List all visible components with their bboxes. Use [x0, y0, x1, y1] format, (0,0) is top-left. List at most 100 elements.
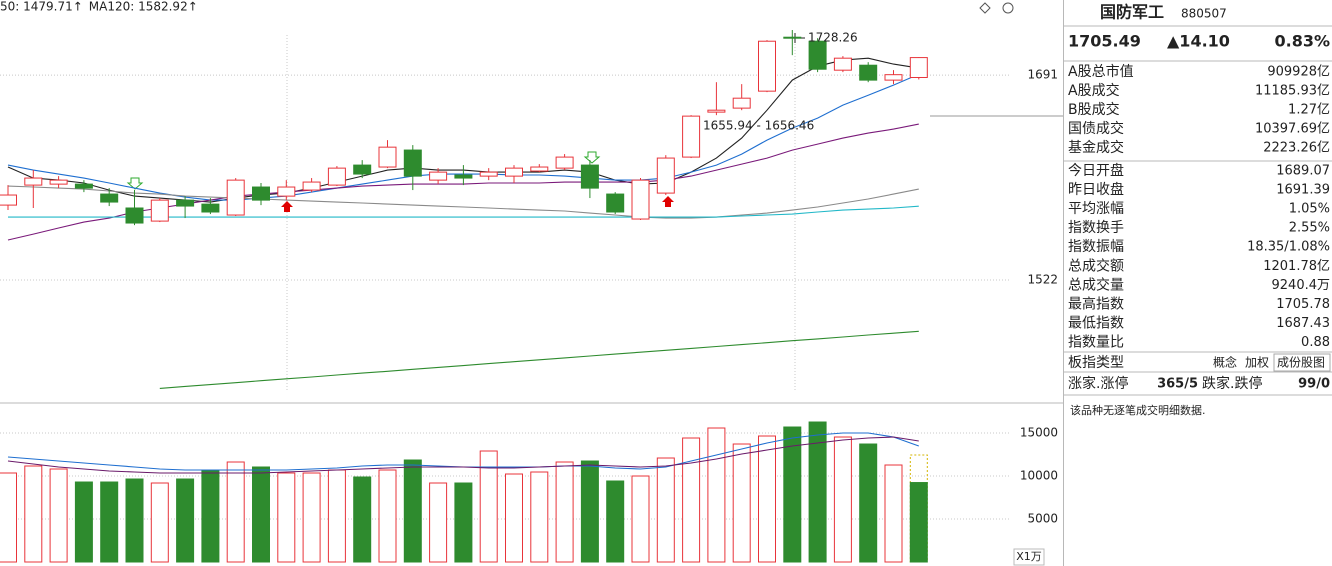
candle-body	[252, 186, 270, 201]
volume-bar	[378, 469, 397, 563]
volume-bar	[859, 443, 878, 563]
volume-bar	[707, 427, 726, 563]
row-label: 最高指数	[1068, 295, 1124, 312]
indicator-label: MA120: 1582.92	[89, 0, 188, 14]
candle-body	[302, 181, 321, 191]
row-label: 指数振幅	[1068, 239, 1124, 255]
buy-signal	[281, 201, 293, 212]
row-label: 国债成交	[1068, 120, 1124, 137]
row-label: 总成交量	[1068, 276, 1124, 293]
candle-body	[226, 179, 245, 216]
indicator-arrow: ↑	[188, 0, 198, 14]
volume-bar	[226, 461, 245, 563]
row-label: 平均涨幅	[1068, 201, 1124, 217]
volume-bar	[656, 457, 675, 563]
volume-bar	[403, 459, 422, 563]
candle-body	[0, 194, 17, 206]
row-label: 涨家.涨停	[1068, 375, 1128, 392]
volume-bar	[833, 436, 852, 563]
volume-bar	[125, 478, 144, 563]
candle-body	[24, 177, 43, 186]
row-label: A股成交	[1068, 82, 1120, 99]
ma-line	[7, 436, 919, 474]
button-frame[interactable]	[1273, 353, 1331, 372]
row-label: 跌家.跌停	[1202, 375, 1262, 392]
candle-body	[505, 167, 523, 177]
row-value: 2.55%	[1289, 221, 1330, 236]
circle-icon[interactable]	[1002, 2, 1014, 14]
candle-body	[758, 40, 776, 92]
y-tick-label: 10000	[1020, 469, 1058, 483]
row-label: 指数换手	[1068, 219, 1124, 236]
y-tick-label: 1691	[1027, 68, 1058, 82]
candle-body	[353, 164, 372, 175]
candle-body	[125, 207, 144, 224]
candle-body	[277, 186, 296, 197]
candle-body	[884, 74, 903, 81]
candle-body	[580, 164, 599, 189]
volume-bar	[505, 473, 523, 563]
y-tick-label: 5000	[1027, 512, 1058, 526]
volume-bar	[24, 465, 43, 563]
volume-bar	[606, 480, 625, 563]
note: 该品种无逐笔成交明细数据.	[1070, 403, 1206, 417]
ma-line	[7, 185, 919, 219]
volume-bar	[530, 471, 549, 563]
buy-signal	[662, 196, 674, 207]
volume-bar	[808, 421, 827, 563]
row-label: 今日开盘	[1068, 162, 1124, 179]
volume-bar	[555, 461, 574, 563]
candle-body	[606, 193, 625, 213]
annotation: 1728.26	[808, 31, 858, 45]
indicator-label: 50: 1479.71	[0, 0, 73, 14]
candle-body	[74, 183, 93, 189]
row-label: 指数量比	[1068, 334, 1124, 350]
index-name: 国防军工	[1100, 3, 1164, 22]
row-value: 18.35/1.08%	[1247, 240, 1330, 255]
volume-bar	[49, 468, 68, 563]
row-value: 365/5	[1157, 377, 1198, 392]
row-value: 1689.07	[1276, 164, 1330, 179]
volume-bar	[909, 482, 928, 563]
type-button[interactable]: 成份股图	[1277, 356, 1325, 370]
type-button[interactable]: 加权	[1245, 356, 1269, 370]
candle-body	[479, 171, 498, 177]
candle-body	[201, 203, 220, 213]
unit-label: X1万	[1016, 550, 1042, 563]
candle-body	[454, 174, 473, 179]
volume-bar	[454, 482, 473, 563]
sell-signal	[583, 151, 601, 164]
candle-body	[631, 179, 650, 220]
diamond-icon[interactable]	[979, 2, 991, 14]
y-tick-label: 15000	[1020, 426, 1058, 440]
row-value: 99/0	[1298, 377, 1330, 392]
volume-bar	[353, 476, 372, 563]
volume-bar	[150, 482, 169, 563]
row-label: 昨日收盘	[1068, 181, 1124, 198]
index-code: 880507	[1181, 7, 1227, 21]
row-value: 1201.78亿	[1263, 259, 1330, 274]
candle-body	[732, 97, 751, 109]
candle-body	[378, 146, 397, 168]
y-tick-label: 1522	[1027, 273, 1058, 287]
indicator-arrow: ↑	[73, 0, 83, 14]
row-value: 10397.69亿	[1255, 122, 1330, 137]
volume-bar	[479, 450, 498, 563]
row-value: 2223.26亿	[1263, 141, 1330, 156]
candle-body	[327, 167, 346, 186]
candle-body	[656, 157, 675, 194]
row-label: A股总市值	[1068, 63, 1134, 80]
row-value: 1.05%	[1289, 202, 1330, 217]
price-change-pct: 0.83%	[1274, 32, 1330, 51]
candle-body	[909, 57, 928, 78]
type-button[interactable]: 概念	[1213, 355, 1237, 370]
volume-bar	[74, 481, 93, 563]
row-label: 最低指数	[1068, 315, 1124, 331]
row-value: 0.88	[1301, 335, 1330, 350]
candle-body	[808, 40, 827, 70]
price-change: ▲14.10	[1167, 32, 1230, 51]
volume-bar	[732, 443, 751, 563]
candle-body	[783, 36, 802, 39]
sell-signal	[126, 177, 144, 190]
